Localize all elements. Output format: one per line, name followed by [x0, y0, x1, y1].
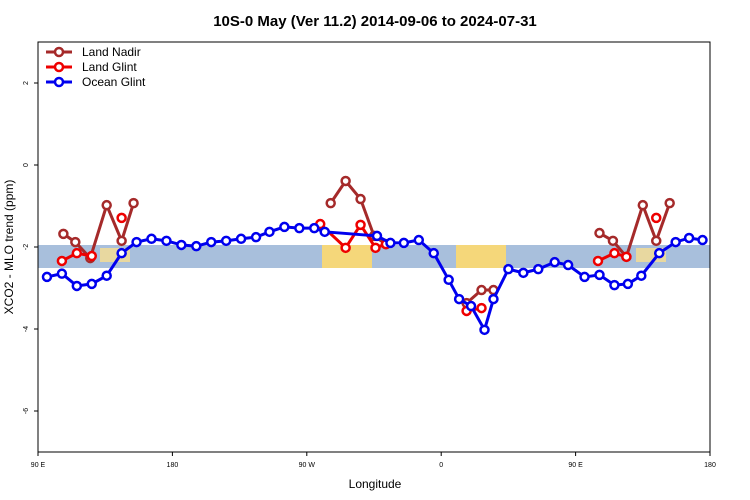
data-point [413, 234, 425, 246]
x-tick-label: 180 [167, 462, 179, 469]
y-tick-label: -6 [23, 408, 30, 414]
series-line [46, 225, 703, 334]
data-point [428, 247, 439, 259]
data-point [607, 235, 619, 247]
data-point [319, 226, 330, 238]
data-point [683, 232, 695, 244]
data-point [250, 231, 262, 243]
data-point [41, 271, 53, 283]
data-point [453, 293, 465, 305]
data-point [650, 235, 662, 247]
data-point [131, 236, 142, 248]
data-point [653, 247, 665, 259]
data-point [220, 235, 232, 247]
data-point [161, 235, 172, 247]
data-point [116, 247, 127, 259]
data-point [128, 197, 139, 209]
data-point [71, 280, 83, 292]
legend-swatch-point [53, 76, 65, 88]
x-tick-label: 0 [439, 462, 443, 469]
data-point [355, 193, 366, 205]
data-point [235, 233, 247, 245]
data-point [205, 236, 217, 248]
y-axis-label: XCO2 - MLO trend (ppm) [2, 180, 16, 315]
data-point [594, 269, 605, 281]
ocean-band [38, 245, 710, 268]
x-tick-label: 90 E [568, 462, 583, 469]
data-point [264, 226, 275, 238]
data-point [116, 235, 127, 247]
data-point [101, 199, 112, 211]
data-point [71, 247, 83, 259]
data-point [621, 251, 632, 263]
data-point [609, 279, 620, 291]
data-point [355, 219, 366, 231]
data-point [86, 250, 98, 262]
data-point [594, 227, 605, 239]
data-point [465, 300, 477, 312]
y-tick-label: 2 [23, 81, 30, 85]
legend-label: Ocean Glint [82, 75, 146, 89]
data-point [549, 256, 560, 268]
data-point [146, 233, 157, 245]
data-point [622, 278, 634, 290]
data-point [476, 302, 487, 314]
data-point [650, 212, 662, 224]
land-region [456, 245, 506, 268]
data-point [56, 268, 68, 279]
data-point [191, 240, 202, 252]
data-point [371, 230, 383, 242]
data-point [325, 197, 336, 209]
y-tick-label: -2 [23, 244, 30, 250]
x-tick-label: 90 E [31, 462, 46, 469]
land-region [322, 245, 372, 268]
data-point [176, 239, 187, 251]
legend-label: Land Nadir [82, 45, 141, 59]
data-point [609, 247, 620, 259]
legend-label: Land Glint [82, 60, 137, 74]
data-point [518, 267, 529, 279]
data-point [309, 222, 320, 234]
data-point [697, 234, 708, 246]
x-tick-label: 90 W [299, 462, 316, 469]
data-point [503, 263, 514, 275]
data-point [58, 228, 69, 240]
data-point [476, 284, 487, 296]
map-strip [38, 245, 710, 268]
data-point [101, 270, 112, 281]
data-point [479, 324, 490, 336]
data-point [385, 237, 396, 249]
y-tick-label: 0 [23, 163, 30, 167]
x-tick-label: 180 [704, 462, 716, 469]
data-point [56, 255, 68, 267]
x-axis-label: Longitude [349, 477, 402, 491]
data-point [340, 175, 351, 187]
data-point [488, 293, 499, 305]
data-point [340, 242, 351, 254]
data-point [636, 270, 647, 281]
data-point [579, 271, 590, 283]
data-point [86, 278, 98, 290]
data-point [592, 255, 604, 267]
data-point [562, 259, 574, 271]
legend-swatch-point [53, 46, 65, 58]
data-point [116, 212, 127, 224]
data-point [443, 274, 454, 286]
data-point [370, 242, 381, 254]
chart-title: 10S-0 May (Ver 11.2) 2014-09-06 to 2024-… [213, 13, 537, 30]
data-point [70, 236, 81, 248]
data-point [670, 236, 681, 248]
data-point [533, 263, 544, 275]
data-point [294, 222, 305, 234]
y-tick-label: -4 [23, 326, 30, 332]
data-point [279, 221, 290, 233]
data-point [398, 237, 410, 249]
data-point [637, 199, 649, 211]
data-point [664, 197, 675, 209]
legend-swatch-point [53, 61, 65, 73]
